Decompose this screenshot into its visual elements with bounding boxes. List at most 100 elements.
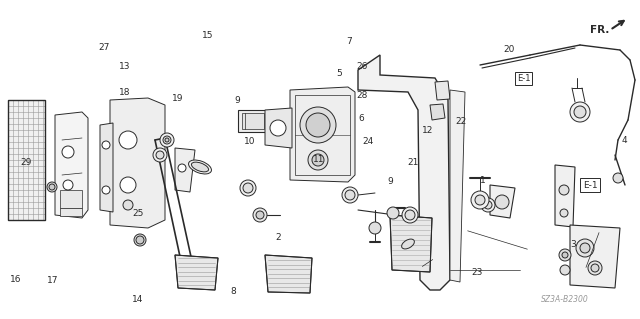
- Text: 25: 25: [132, 209, 143, 218]
- Text: E-1: E-1: [516, 74, 531, 83]
- Circle shape: [559, 249, 571, 261]
- Polygon shape: [265, 108, 292, 148]
- Circle shape: [574, 106, 586, 118]
- Circle shape: [570, 102, 590, 122]
- Circle shape: [165, 138, 169, 142]
- Circle shape: [306, 113, 330, 137]
- Circle shape: [471, 191, 489, 209]
- Bar: [60, 190, 82, 208]
- Circle shape: [481, 198, 495, 212]
- Circle shape: [591, 264, 599, 272]
- Circle shape: [613, 173, 623, 183]
- Circle shape: [243, 183, 253, 193]
- Circle shape: [308, 150, 328, 170]
- Circle shape: [49, 184, 55, 190]
- Circle shape: [300, 107, 336, 143]
- Polygon shape: [435, 81, 450, 100]
- Bar: [8, 100, 45, 220]
- Text: 22: 22: [455, 117, 467, 126]
- Polygon shape: [290, 87, 355, 182]
- Circle shape: [342, 187, 358, 203]
- Text: 2: 2: [276, 233, 281, 242]
- Polygon shape: [358, 55, 450, 290]
- Text: 3: 3: [570, 240, 575, 249]
- Circle shape: [163, 136, 171, 144]
- Text: 27: 27: [98, 43, 109, 52]
- Polygon shape: [175, 255, 218, 290]
- Circle shape: [484, 201, 492, 209]
- Text: 8: 8: [231, 287, 236, 296]
- Text: 29: 29: [20, 158, 31, 167]
- Circle shape: [156, 151, 164, 159]
- Text: 4: 4: [621, 136, 627, 145]
- Circle shape: [560, 209, 568, 217]
- Text: 13: 13: [119, 63, 131, 71]
- Circle shape: [580, 243, 590, 253]
- Text: 9: 9: [234, 96, 239, 105]
- Circle shape: [402, 207, 418, 223]
- Text: 28: 28: [356, 91, 367, 100]
- Bar: [295, 95, 350, 175]
- Text: 9: 9: [388, 177, 393, 186]
- Text: 14: 14: [132, 295, 143, 304]
- Text: 26: 26: [356, 63, 367, 71]
- Polygon shape: [450, 90, 465, 282]
- Circle shape: [369, 222, 381, 234]
- Ellipse shape: [191, 162, 209, 172]
- Text: E-1: E-1: [582, 181, 597, 189]
- Polygon shape: [430, 104, 445, 120]
- Circle shape: [562, 252, 568, 258]
- Ellipse shape: [189, 160, 211, 174]
- Polygon shape: [110, 98, 165, 228]
- Text: 11: 11: [313, 155, 324, 164]
- Text: 1: 1: [481, 176, 486, 185]
- Text: SZ3A-B2300: SZ3A-B2300: [541, 295, 589, 305]
- Circle shape: [178, 164, 186, 172]
- Circle shape: [312, 154, 324, 166]
- Circle shape: [119, 131, 137, 149]
- Circle shape: [136, 236, 144, 244]
- Text: 7: 7: [346, 37, 351, 46]
- Circle shape: [560, 265, 570, 275]
- Text: 17: 17: [47, 276, 59, 285]
- Bar: [238, 110, 268, 132]
- Circle shape: [120, 177, 136, 193]
- Text: 16: 16: [10, 275, 22, 284]
- Circle shape: [588, 261, 602, 275]
- Text: 12: 12: [422, 126, 433, 135]
- Circle shape: [475, 195, 485, 205]
- Polygon shape: [55, 112, 88, 218]
- Circle shape: [495, 195, 509, 209]
- Text: 20: 20: [503, 45, 515, 54]
- Circle shape: [153, 148, 167, 162]
- Polygon shape: [490, 185, 515, 218]
- Circle shape: [270, 120, 286, 136]
- Text: 19: 19: [172, 94, 184, 103]
- Circle shape: [102, 186, 110, 194]
- Circle shape: [387, 207, 399, 219]
- Bar: [8, 100, 45, 220]
- Circle shape: [559, 185, 569, 195]
- Circle shape: [102, 141, 110, 149]
- Text: 15: 15: [202, 31, 214, 40]
- Text: 5: 5: [337, 69, 342, 78]
- Text: 24: 24: [362, 137, 374, 146]
- Polygon shape: [390, 215, 432, 272]
- Circle shape: [576, 239, 594, 257]
- Circle shape: [47, 182, 57, 192]
- Circle shape: [123, 200, 133, 210]
- Circle shape: [134, 234, 146, 246]
- Circle shape: [160, 133, 174, 147]
- Circle shape: [256, 211, 264, 219]
- Polygon shape: [570, 225, 620, 288]
- Circle shape: [405, 210, 415, 220]
- Text: 18: 18: [119, 88, 131, 97]
- Polygon shape: [265, 255, 312, 293]
- Polygon shape: [175, 148, 195, 192]
- Polygon shape: [100, 123, 113, 212]
- Bar: [60, 208, 82, 216]
- Circle shape: [240, 180, 256, 196]
- Text: 10: 10: [244, 137, 255, 146]
- Bar: [242, 113, 264, 129]
- Ellipse shape: [402, 239, 414, 249]
